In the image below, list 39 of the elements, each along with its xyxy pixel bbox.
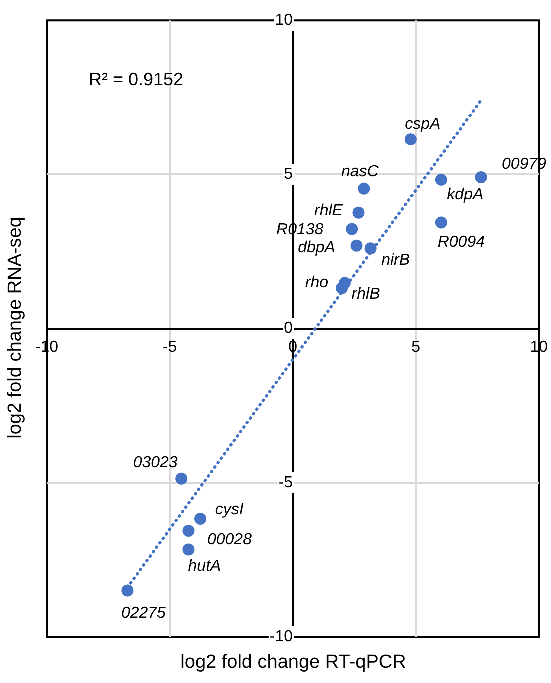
point [336, 282, 348, 294]
x-tick-label: 5 [412, 338, 421, 356]
annotation: 02275 [121, 605, 166, 622]
annotation: 03023 [133, 454, 178, 472]
x-tick-label: -5 [162, 338, 178, 356]
point [346, 223, 358, 236]
point [350, 240, 363, 252]
annotation: nasC [341, 163, 380, 180]
y-tick-label: 0 [284, 320, 294, 338]
point [176, 472, 188, 485]
annotation: rhlE [314, 202, 344, 220]
point [122, 584, 134, 597]
annotation: R0094 [438, 234, 486, 252]
y-axis-title: log2 fold change RNA-seq [5, 217, 27, 439]
y-tick-label: 5 [284, 166, 294, 184]
annotation: rho [305, 274, 329, 292]
annotation: kdpA [447, 186, 484, 204]
annotation: 00028 [207, 531, 252, 548]
point [404, 134, 417, 146]
y-tick-label: -5 [278, 474, 294, 492]
point [435, 174, 448, 186]
y-tick-label: 10 [275, 12, 294, 30]
point [182, 524, 195, 537]
annotation: cysI [215, 501, 244, 518]
point [182, 544, 195, 556]
annotation: hutA [188, 558, 222, 576]
point [364, 242, 377, 255]
point [194, 512, 207, 525]
annotation: dbpA [298, 239, 336, 256]
point [352, 206, 365, 219]
annotation: cspA [405, 116, 441, 134]
y-tick-label: -10 [270, 628, 294, 646]
annotation: R² = 0.9152 [89, 70, 184, 90]
annotation: nirB [382, 252, 410, 270]
point [475, 171, 488, 184]
point [358, 182, 370, 195]
x-axis-title: log2 fold change RT-qPCR [180, 652, 408, 674]
annotation: rhlB [352, 286, 381, 303]
point [435, 216, 448, 229]
